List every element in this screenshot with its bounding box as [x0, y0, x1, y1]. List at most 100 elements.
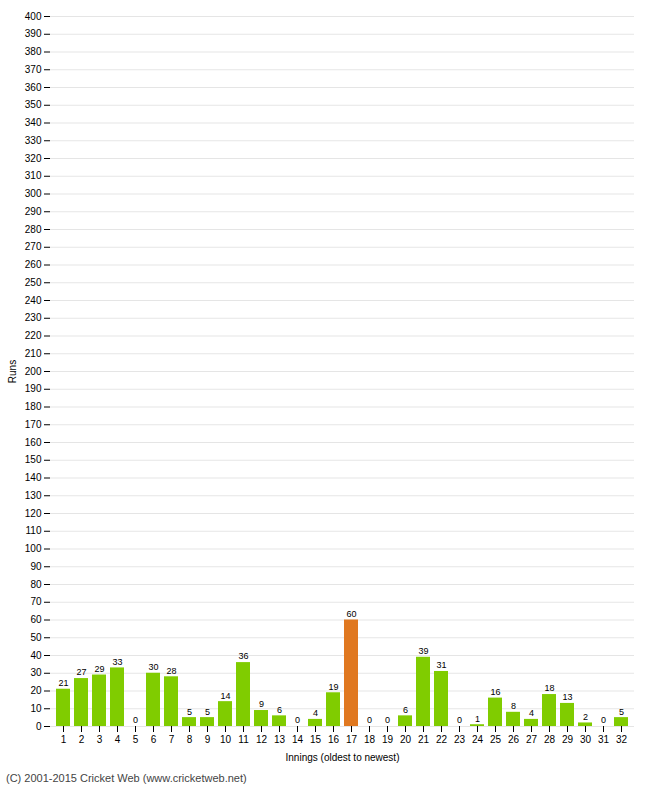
svg-text:29: 29	[562, 734, 574, 745]
svg-text:8: 8	[187, 734, 193, 745]
svg-text:36: 36	[238, 651, 248, 661]
svg-text:39: 39	[418, 646, 428, 656]
svg-text:290: 290	[25, 206, 42, 217]
svg-text:9: 9	[205, 734, 211, 745]
svg-text:80: 80	[30, 579, 42, 590]
svg-text:23: 23	[454, 734, 466, 745]
svg-text:16: 16	[490, 687, 500, 697]
svg-text:0: 0	[36, 721, 42, 732]
svg-text:4: 4	[313, 708, 318, 718]
svg-text:18: 18	[364, 734, 376, 745]
svg-text:70: 70	[30, 596, 42, 607]
svg-text:0: 0	[457, 715, 462, 725]
svg-text:200: 200	[25, 366, 42, 377]
svg-text:400: 400	[25, 11, 42, 22]
svg-text:300: 300	[25, 188, 42, 199]
svg-text:340: 340	[25, 117, 42, 128]
svg-text:310: 310	[25, 170, 42, 181]
svg-text:40: 40	[30, 650, 42, 661]
svg-text:14: 14	[220, 691, 230, 701]
svg-text:370: 370	[25, 64, 42, 75]
svg-text:220: 220	[25, 330, 42, 341]
svg-text:12: 12	[256, 734, 268, 745]
svg-text:18: 18	[544, 683, 554, 693]
svg-text:27: 27	[526, 734, 538, 745]
svg-text:110: 110	[26, 525, 42, 536]
svg-text:30: 30	[30, 667, 42, 678]
svg-text:19: 19	[328, 682, 338, 692]
svg-text:5: 5	[133, 734, 139, 745]
svg-text:19: 19	[382, 734, 394, 745]
svg-text:60: 60	[30, 614, 42, 625]
svg-text:8: 8	[511, 701, 516, 711]
svg-text:2: 2	[79, 734, 85, 745]
svg-text:13: 13	[274, 734, 286, 745]
svg-text:250: 250	[25, 277, 42, 288]
svg-text:Runs: Runs	[7, 360, 18, 383]
svg-text:240: 240	[25, 295, 42, 306]
svg-text:Innings (oldest to newest): Innings (oldest to newest)	[286, 752, 400, 763]
svg-text:10: 10	[220, 734, 232, 745]
svg-text:170: 170	[25, 419, 42, 430]
svg-text:4: 4	[529, 708, 534, 718]
svg-text:17: 17	[346, 734, 358, 745]
svg-text:21: 21	[418, 734, 430, 745]
svg-text:29: 29	[94, 664, 104, 674]
svg-text:28: 28	[166, 666, 176, 676]
svg-text:21: 21	[58, 678, 68, 688]
svg-text:32: 32	[616, 734, 628, 745]
svg-text:0: 0	[295, 715, 300, 725]
svg-text:26: 26	[508, 734, 520, 745]
svg-text:90: 90	[30, 561, 42, 572]
svg-text:320: 320	[25, 153, 42, 164]
svg-text:130: 130	[25, 490, 42, 501]
svg-text:210: 210	[25, 348, 42, 359]
svg-text:120: 120	[25, 508, 42, 519]
svg-text:31: 31	[598, 734, 610, 745]
svg-text:0: 0	[133, 715, 138, 725]
svg-text:5: 5	[205, 707, 210, 717]
svg-text:6: 6	[151, 734, 157, 745]
svg-text:1: 1	[61, 734, 67, 745]
svg-text:100: 100	[25, 543, 42, 554]
svg-text:16: 16	[328, 734, 340, 745]
svg-text:230: 230	[25, 312, 42, 323]
svg-text:15: 15	[310, 734, 322, 745]
svg-text:30: 30	[580, 734, 592, 745]
svg-text:14: 14	[292, 734, 304, 745]
svg-text:25: 25	[490, 734, 502, 745]
svg-text:160: 160	[25, 437, 42, 448]
svg-text:0: 0	[385, 715, 390, 725]
svg-text:31: 31	[436, 660, 446, 670]
svg-text:5: 5	[187, 707, 192, 717]
svg-text:150: 150	[25, 454, 42, 465]
svg-text:360: 360	[25, 82, 42, 93]
svg-text:380: 380	[25, 46, 42, 57]
svg-text:0: 0	[367, 715, 372, 725]
svg-text:280: 280	[25, 224, 42, 235]
svg-text:350: 350	[25, 99, 42, 110]
svg-text:1: 1	[475, 714, 480, 724]
svg-text:180: 180	[25, 401, 42, 412]
svg-text:60: 60	[346, 609, 356, 619]
svg-text:330: 330	[25, 135, 42, 146]
svg-text:11: 11	[238, 734, 249, 745]
svg-text:270: 270	[25, 241, 42, 252]
svg-text:20: 20	[400, 734, 412, 745]
svg-text:22: 22	[436, 734, 448, 745]
svg-text:10: 10	[30, 703, 42, 714]
svg-text:7: 7	[169, 734, 175, 745]
svg-text:28: 28	[544, 734, 556, 745]
svg-text:5: 5	[619, 707, 624, 717]
svg-text:140: 140	[25, 472, 42, 483]
svg-text:27: 27	[76, 667, 86, 677]
svg-text:0: 0	[601, 715, 606, 725]
svg-text:6: 6	[403, 705, 408, 715]
svg-text:50: 50	[30, 632, 42, 643]
svg-text:2: 2	[583, 712, 588, 722]
svg-text:260: 260	[25, 259, 42, 270]
svg-text:4: 4	[115, 734, 121, 745]
svg-text:20: 20	[30, 685, 42, 696]
svg-text:9: 9	[259, 699, 264, 709]
svg-text:3: 3	[97, 734, 103, 745]
